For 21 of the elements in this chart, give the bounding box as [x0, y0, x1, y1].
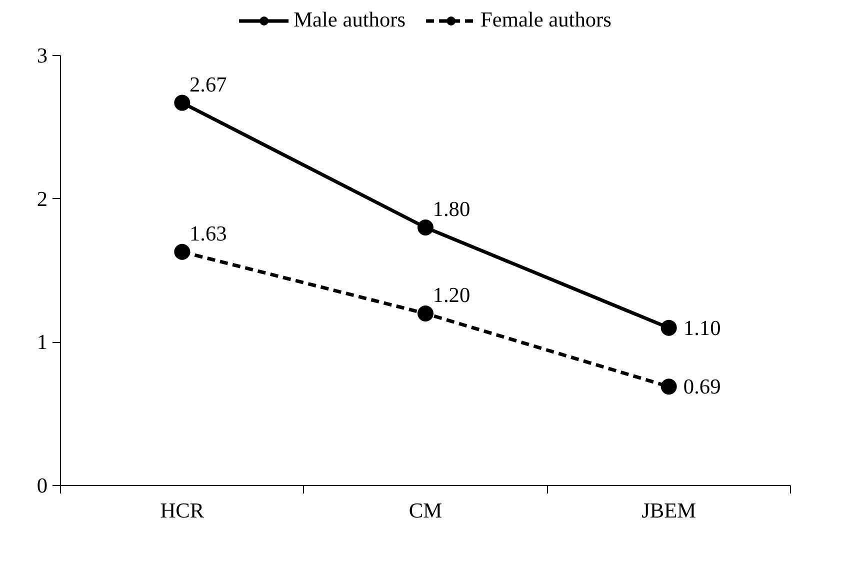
data-label: 2.67 [189, 72, 228, 96]
data-label: 1.10 [683, 316, 721, 340]
y-tick-label: 1 [36, 330, 48, 354]
point [418, 220, 434, 236]
data-label: 0.69 [683, 374, 721, 399]
data-label: 1.63 [189, 221, 227, 246]
data-label: 1.80 [432, 197, 470, 222]
point [660, 320, 677, 336]
y-tick-label: 2 [36, 186, 48, 211]
point [660, 378, 677, 395]
point [174, 94, 190, 111]
legend-label: Male authors [294, 8, 406, 32]
x-tick-label: JBEM [642, 498, 696, 522]
x-tick-label: CM [408, 498, 442, 522]
y-tick-label: 0 [36, 474, 48, 498]
point [174, 244, 190, 260]
y-tick-label: 3 [36, 44, 48, 68]
x-tick-label: HCR [160, 498, 205, 522]
data-label: 1.20 [432, 283, 470, 308]
legend-label: Female authors [480, 8, 612, 32]
point [418, 306, 434, 322]
